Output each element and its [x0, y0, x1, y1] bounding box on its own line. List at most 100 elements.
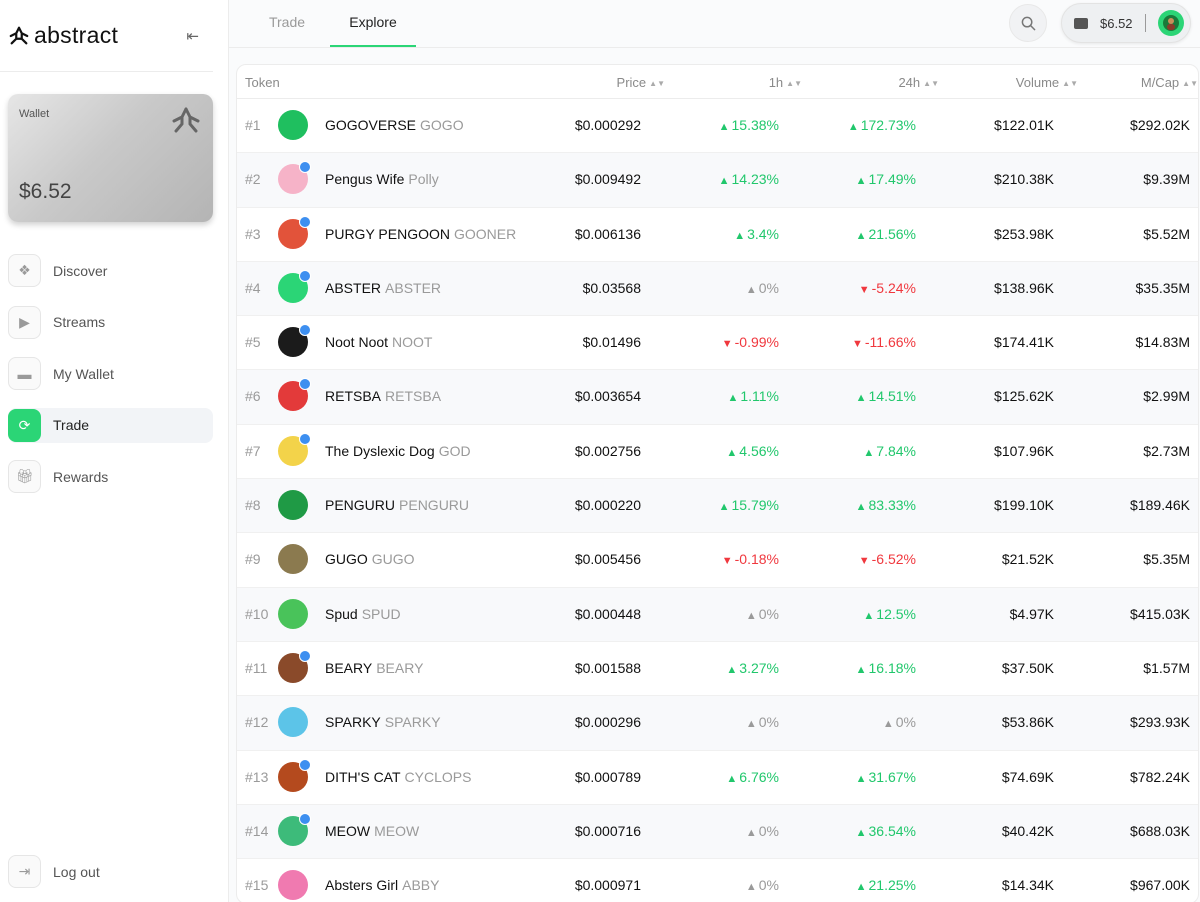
token-ticker: ABSTER	[385, 279, 442, 296]
change-flat-icon: ▲	[745, 718, 757, 731]
logout-button[interactable]: ⇥ Log out	[8, 855, 100, 888]
change-down-icon: ▼	[721, 338, 733, 351]
token-price: $0.003654	[574, 388, 641, 405]
change-up-icon: ▲	[855, 501, 867, 514]
table-row[interactable]: #12 SPARKY SPARKY $0.000296 ▲ 0% ▲ 0% $53.86K $29…	[237, 696, 1198, 751]
change-24h-value: -5.24%	[871, 279, 916, 296]
token-name: Pengus Wife	[325, 171, 405, 188]
verified-badge-icon	[299, 649, 311, 662]
abstract-mark-icon	[172, 107, 200, 133]
change-1h: ▲ 0%	[746, 280, 779, 296]
token-table: Token Price ▲▼ 1h ▲▼ 24h ▲▼ Volume ▲▼ M/Cap ▲…	[236, 64, 1199, 902]
token-rank: #4	[245, 279, 261, 296]
table-row[interactable]: #10 Spud SPUD $0.000448 ▲ 0% ▲ 12.5% $4.97K $415.…	[237, 587, 1198, 642]
change-24h: ▼ -11.66%	[852, 334, 916, 350]
sidebar-item-rewards[interactable]: 🎁︎ Rewards	[8, 459, 213, 494]
search-button[interactable]	[1009, 4, 1047, 42]
change-24h-value: 7.84%	[876, 442, 916, 459]
token-rank: #10	[245, 605, 269, 622]
change-24h: ▲ 21.56%	[856, 226, 916, 242]
sidebar-item-my-wallet[interactable]: ▬ My Wallet	[8, 356, 213, 391]
change-up-icon: ▲	[718, 501, 730, 514]
change-1h: ▲ 1.11%	[727, 388, 779, 404]
table-row[interactable]: #11 BEARY BEARY $0.001588 ▲ 3.27% ▲ 16.18% $37.5…	[237, 642, 1198, 697]
token-name: RETSBA	[325, 388, 382, 405]
table-row[interactable]: #1 GOGOVERSE GOGO $0.000292 ▲ 15.38% ▲ 172.73% $…	[237, 99, 1198, 154]
wallet-card[interactable]: Wallet $6.52	[8, 94, 213, 222]
column-24h[interactable]: 24h ▲▼	[898, 75, 939, 90]
collapse-sidebar-icon[interactable]: ⇤	[186, 27, 199, 45]
change-24h-value: 31.67%	[868, 768, 916, 785]
token-ticker: GOD	[438, 442, 471, 459]
brand-name: abstract	[34, 22, 119, 48]
token-rank: #13	[245, 768, 269, 785]
token-name-cell: GUGO GUGO	[325, 551, 415, 567]
table-row[interactable]: #3 PURGY PENGOON GOONER $0.006136 ▲ 3.4% ▲ 21.5…	[237, 208, 1198, 262]
token-name-cell: Noot Noot NOOT	[325, 334, 433, 350]
change-24h: ▲ 17.49%	[856, 171, 916, 187]
token-name: PURGY PENGOON	[325, 225, 450, 242]
verified-badge-icon	[299, 378, 311, 391]
table-row[interactable]: #7 The Dyslexic Dog GOD $0.002756 ▲ 4.56% ▲ 7.8…	[237, 425, 1198, 480]
change-24h-value: -11.66%	[864, 334, 916, 351]
avatar[interactable]	[1157, 10, 1184, 36]
change-24h: ▼ -5.24%	[859, 280, 916, 296]
token-price: $0.000716	[574, 822, 641, 839]
table-row[interactable]: #9 GUGO GUGO $0.005456 ▼ -0.18% ▼ -6.52% $21.52K…	[237, 533, 1198, 588]
sort-icon: ▲▼	[649, 79, 665, 88]
token-mcap: $35.35M	[1135, 279, 1190, 296]
change-up-icon: ▲	[726, 772, 738, 785]
sidebar-item-streams[interactable]: ▶ Streams	[8, 305, 213, 340]
column-mcap[interactable]: M/Cap ▲▼	[1141, 75, 1198, 90]
change-up-icon: ▲	[847, 121, 859, 133]
column-volume[interactable]: Volume ▲▼	[1016, 75, 1078, 90]
change-up-icon: ▲	[727, 392, 739, 405]
change-up-icon: ▲	[718, 121, 730, 133]
table-row[interactable]: #2 Pengus Wife Polly $0.009492 ▲ 14.23% ▲ 17.49…	[237, 153, 1198, 208]
change-1h-value: 14.23%	[731, 171, 779, 188]
table-row[interactable]: #14 MEOW MEOW $0.000716 ▲ 0% ▲ 36.54% $40.42K $68…	[237, 804, 1198, 860]
change-1h: ▼ -0.18%	[722, 551, 779, 567]
sidebar-item-discover[interactable]: ❖ Discover	[8, 253, 213, 288]
logout-icon: ⇥	[8, 855, 41, 888]
token-price: $0.03568	[582, 279, 641, 296]
change-24h-value: 12.5%	[876, 605, 916, 622]
token-name: GUGO	[325, 551, 368, 568]
token-name: Absters Girl	[325, 877, 399, 894]
token-price: $0.000220	[574, 497, 641, 514]
table-row[interactable]: #8 PENGURU PENGURU $0.000220 ▲ 15.79% ▲ 83.33% $…	[237, 479, 1198, 534]
token-rank: #6	[245, 388, 261, 405]
table-row[interactable]: #6 RETSBA RETSBA $0.003654 ▲ 1.11% ▲ 14.51% $125…	[237, 370, 1198, 425]
token-volume: $21.52K	[1001, 551, 1054, 568]
table-row[interactable]: #13 DITH'S CAT CYCLOPS $0.000789 ▲ 6.76% ▲ 31.6…	[237, 751, 1198, 805]
token-volume: $14.34K	[1001, 877, 1054, 894]
token-price: $0.001588	[574, 659, 641, 676]
table-row[interactable]: #4 ABSTER ABSTER $0.03568 ▲ 0% ▼ -5.24% $138.96K…	[237, 261, 1198, 317]
column-price[interactable]: Price ▲▼	[617, 75, 665, 90]
tab-trade[interactable]: Trade	[268, 14, 306, 30]
account-balance-pill[interactable]: $6.52	[1061, 3, 1191, 43]
sidebar-item-label: My Wallet	[53, 365, 114, 382]
change-24h-value: 21.25%	[868, 877, 916, 894]
column-1h[interactable]: 1h ▲▼	[769, 75, 802, 90]
verified-badge-icon	[299, 758, 311, 771]
sidebar-item-trade[interactable]: ⟳ Trade	[8, 407, 213, 443]
token-volume: $107.96K	[994, 442, 1054, 459]
change-24h: ▲ 172.73%	[848, 117, 916, 133]
token-mcap: $14.83M	[1135, 334, 1190, 351]
token-name-cell: PURGY PENGOON GOONER	[325, 226, 516, 242]
table-row[interactable]: #15 Absters Girl ABBY $0.000971 ▲ 0% ▲ 21.25% $1…	[237, 859, 1198, 902]
logout-label: Log out	[53, 863, 100, 880]
wallet-icon	[1074, 17, 1088, 29]
token-rank: #5	[245, 334, 261, 351]
change-1h: ▲ 3.4%	[734, 226, 779, 242]
tab-explore[interactable]: Explore	[330, 14, 416, 47]
table-row[interactable]: #5 Noot Noot NOOT $0.01496 ▼ -0.99% ▼ -11.66% $1…	[237, 316, 1198, 371]
main-content: Trade Explore $6.52	[229, 0, 1200, 902]
change-24h-value: 17.49%	[868, 171, 916, 188]
change-up-icon: ▲	[863, 446, 875, 459]
token-ticker: SPARKY	[384, 714, 441, 731]
change-1h-value: 0%	[758, 877, 779, 894]
change-24h: ▲ 0%	[883, 714, 916, 730]
change-24h-value: 83.33%	[868, 497, 916, 514]
